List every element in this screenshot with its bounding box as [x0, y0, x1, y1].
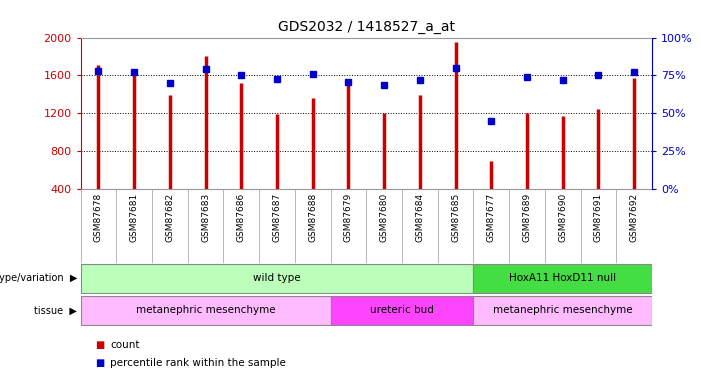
Bar [331, 296, 473, 325]
Text: HoxA11 HoxD11 null: HoxA11 HoxD11 null [509, 273, 616, 284]
Text: GSM87686: GSM87686 [237, 193, 246, 242]
Text: count: count [110, 340, 139, 350]
Text: metanephric mesenchyme: metanephric mesenchyme [493, 305, 632, 315]
Text: GSM87689: GSM87689 [522, 193, 531, 242]
Text: genotype/variation  ▶: genotype/variation ▶ [0, 273, 77, 284]
Bar [81, 264, 473, 293]
Text: GSM87677: GSM87677 [486, 193, 496, 242]
Text: GSM87683: GSM87683 [201, 193, 210, 242]
Text: ■: ■ [95, 358, 104, 368]
Text: GSM87687: GSM87687 [273, 193, 282, 242]
Text: metanephric mesenchyme: metanephric mesenchyme [136, 305, 275, 315]
Bar [473, 296, 652, 325]
Text: GSM87684: GSM87684 [415, 193, 424, 242]
Text: percentile rank within the sample: percentile rank within the sample [110, 358, 286, 368]
Bar [473, 264, 652, 293]
Text: GSM87688: GSM87688 [308, 193, 318, 242]
Bar [81, 296, 331, 325]
Text: GSM87679: GSM87679 [344, 193, 353, 242]
Text: tissue  ▶: tissue ▶ [34, 305, 77, 315]
Text: GSM87678: GSM87678 [94, 193, 103, 242]
Text: GSM87681: GSM87681 [130, 193, 139, 242]
Text: GSM87690: GSM87690 [558, 193, 567, 242]
Text: GSM87685: GSM87685 [451, 193, 460, 242]
Text: GSM87680: GSM87680 [380, 193, 388, 242]
Text: GSM87692: GSM87692 [629, 193, 639, 242]
Text: wild type: wild type [253, 273, 301, 284]
Text: ureteric bud: ureteric bud [370, 305, 434, 315]
Title: GDS2032 / 1418527_a_at: GDS2032 / 1418527_a_at [278, 20, 455, 34]
Text: GSM87682: GSM87682 [165, 193, 175, 242]
Text: ■: ■ [95, 340, 104, 350]
Text: GSM87691: GSM87691 [594, 193, 603, 242]
